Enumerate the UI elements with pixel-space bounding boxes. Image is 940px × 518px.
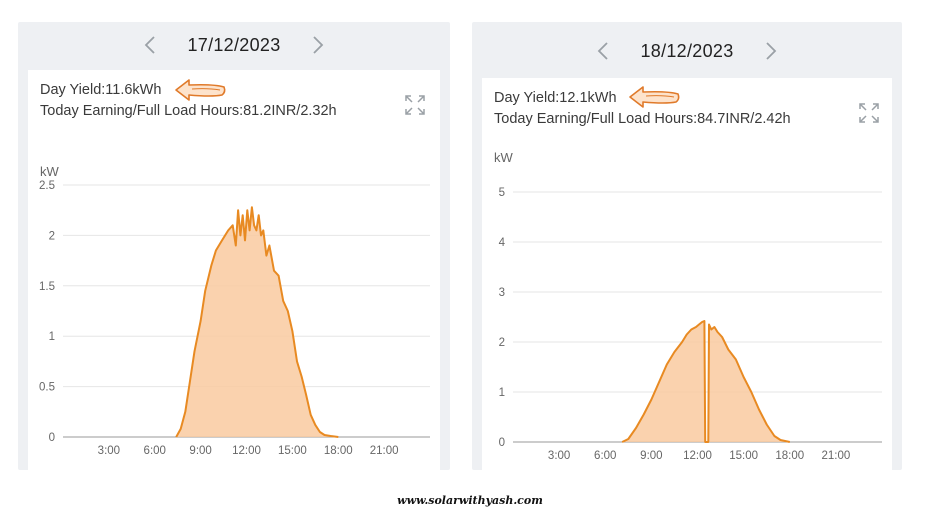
power-line (621, 320, 791, 443)
x-tick-label: 18:00 (775, 450, 804, 462)
chevron-right-icon[interactable] (756, 36, 786, 66)
x-tick-label: 9:00 (189, 445, 211, 457)
power-chart-right: kW 0 1 2 3 4 5 3:00 6:00 9:00 12:00 15:00 18:00 21:00 (494, 150, 882, 462)
earning-text: Today Earning/Full Load Hours:81.2INR/2.… (40, 103, 337, 119)
y-tick-label: 0 (49, 432, 55, 444)
y-tick-label: 4 (499, 237, 506, 249)
y-tick-label: 3 (499, 287, 505, 299)
x-tick-label: 9:00 (640, 450, 662, 462)
power-line (175, 206, 339, 438)
y-tick-label: 0 (499, 437, 505, 449)
expand-icon[interactable] (404, 94, 426, 116)
power-chart-left: kW 0 0.5 1 1.5 2 2.5 3:00 6:00 9:00 12:00 15:00 18:0… (39, 164, 430, 457)
y-tick-label: 2.5 (39, 180, 55, 192)
chart-card: Day Yield:11.6kWh Today Earning/Full Loa… (28, 70, 440, 470)
x-tick-label: 21:00 (821, 450, 850, 462)
date-navigator: 18/12/2023 (472, 28, 902, 74)
expand-icon[interactable] (858, 102, 880, 124)
chevron-right-icon[interactable] (303, 30, 333, 60)
x-tick-label: 15:00 (278, 445, 307, 457)
y-tick-label: 2 (499, 337, 505, 349)
day-panel-right: 18/12/2023 Day Yield:12.1kWh Today Earni… (472, 22, 902, 470)
x-tick-label: 21:00 (370, 445, 399, 457)
date-label: 18/12/2023 (640, 40, 734, 61)
watermark-url: www.solarwithyash.com (397, 494, 543, 507)
y-tick-label: 1 (499, 387, 505, 399)
power-area (622, 321, 790, 442)
power-area (176, 207, 339, 437)
y-tick-label: 0.5 (39, 382, 55, 394)
x-tick-label: 3:00 (548, 450, 570, 462)
arrow-left-icon (629, 86, 680, 108)
earning-text: Today Earning/Full Load Hours:84.7INR/2.… (494, 111, 791, 127)
x-tick-label: 18:00 (324, 445, 353, 457)
x-tick-label: 15:00 (729, 450, 758, 462)
y-axis-unit: kW (40, 164, 60, 179)
day-panel-left: 17/12/2023 Day Yield:11.6kWh Today Earni… (18, 22, 450, 470)
x-tick-label: 3:00 (98, 445, 120, 457)
date-navigator: 17/12/2023 (18, 22, 450, 68)
chevron-left-icon[interactable] (135, 30, 165, 60)
y-axis-unit: kW (494, 150, 514, 165)
x-tick-label: 12:00 (232, 445, 261, 457)
chevron-left-icon[interactable] (588, 36, 618, 66)
arrow-left-icon (175, 79, 226, 101)
day-yield-text: Day Yield:11.6kWh (40, 82, 162, 98)
y-tick-label: 2 (49, 230, 55, 242)
x-tick-label: 12:00 (683, 450, 712, 462)
x-tick-label: 6:00 (144, 445, 166, 457)
y-tick-label: 5 (499, 187, 505, 199)
day-yield-text: Day Yield:12.1kWh (494, 90, 617, 106)
y-tick-label: 1.5 (39, 281, 55, 293)
chart-card: Day Yield:12.1kWh Today Earning/Full Loa… (482, 78, 892, 470)
date-label: 17/12/2023 (187, 34, 281, 55)
y-tick-label: 1 (49, 331, 55, 343)
x-tick-label: 6:00 (594, 450, 616, 462)
